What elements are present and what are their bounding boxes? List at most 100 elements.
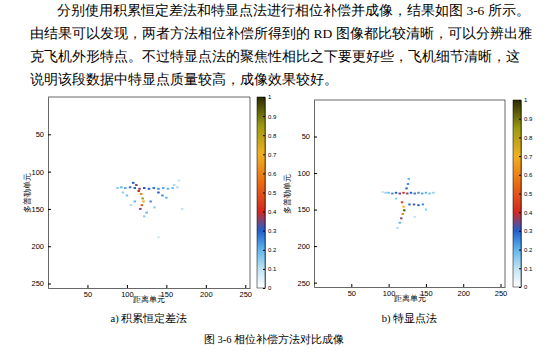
figure-caption: 图 3-6 相位补偿方法对比成像 — [204, 333, 344, 345]
tick-label: 100 — [297, 169, 310, 178]
cell — [421, 193, 423, 195]
tick-mark — [245, 285, 246, 288]
tick-label: 150 — [297, 205, 310, 214]
cell — [400, 217, 402, 219]
cell — [148, 188, 151, 190]
tick-mark — [519, 212, 521, 213]
tick: 0.1 — [519, 266, 533, 272]
paragraph-line: 说明该段数据中特显点质量较高，成像效果较好。 — [30, 72, 338, 87]
tick-mark — [263, 288, 265, 289]
tick-label: 0.1 — [268, 266, 277, 272]
cell — [140, 193, 143, 195]
x-axis-title: 距离单元 — [133, 295, 165, 304]
tick-label: 0.6 — [268, 171, 277, 177]
tick-mark — [263, 173, 265, 174]
cell — [129, 186, 132, 188]
tick-mark — [263, 193, 265, 194]
tick-mark — [314, 210, 317, 211]
cell — [141, 197, 144, 199]
cell — [143, 215, 146, 217]
cell — [395, 192, 397, 194]
tick-mark — [127, 285, 128, 288]
page: 分别使用积累恒定差法和特显点法进行相位补偿并成像，结果如图 3-6 所示。由结果… — [0, 0, 548, 352]
tick-label: 0.9 — [524, 116, 533, 122]
tick: 0.7 — [519, 154, 533, 160]
tick-mark — [314, 173, 317, 174]
tick-label: 1 — [268, 94, 272, 100]
tick-label: 0.5 — [524, 191, 533, 197]
cell — [130, 204, 133, 206]
cell — [408, 178, 410, 180]
tick-label: 0.9 — [268, 114, 277, 120]
tick-label: 200 — [31, 242, 44, 251]
cells — [381, 178, 434, 229]
tick-label: 200 — [457, 289, 470, 298]
tick-mark — [519, 119, 521, 120]
cell — [149, 200, 152, 202]
tick: 250 — [240, 285, 253, 299]
cell — [425, 192, 427, 194]
tick-mark — [263, 116, 265, 117]
cell — [173, 184, 176, 186]
tick-mark — [519, 175, 521, 176]
cell — [152, 187, 155, 189]
colorbar — [257, 97, 265, 288]
frame — [48, 97, 250, 98]
colorbar — [513, 100, 521, 287]
tick: 1 — [263, 94, 272, 100]
axis-line — [265, 98, 266, 289]
tick-mark — [314, 137, 317, 138]
chart: 5010015020025050100150200250距离单元多普勒单元b) … — [283, 97, 533, 325]
cell — [425, 209, 427, 211]
tick-label: 0.5 — [268, 190, 277, 196]
tick: 50 — [84, 285, 92, 299]
cell — [161, 195, 164, 197]
cells — [116, 180, 183, 239]
cell — [139, 208, 142, 210]
cell — [410, 192, 412, 194]
tick-label: 0.4 — [524, 210, 533, 216]
cell — [417, 204, 419, 206]
cell — [145, 212, 148, 214]
tick-label: 0.2 — [268, 247, 277, 253]
cell — [143, 187, 146, 189]
tick-mark — [263, 135, 265, 136]
cell — [157, 188, 160, 190]
tick: 100 — [297, 169, 317, 178]
tick-label: 0.3 — [268, 228, 277, 234]
tick-label: 0 — [268, 285, 272, 291]
tick: 0.9 — [519, 116, 533, 122]
tick-label: 0.8 — [524, 135, 533, 141]
cell — [165, 197, 168, 199]
tick-label: 100 — [121, 290, 134, 299]
tick-label: 150 — [31, 205, 44, 214]
cell — [157, 192, 160, 194]
tick: 0.3 — [519, 228, 533, 234]
y-axis-title: 多普勒单元 — [283, 174, 292, 214]
tick: 0 — [263, 285, 272, 291]
cell — [384, 192, 386, 194]
tick-mark — [263, 250, 265, 251]
tick: 250 — [297, 279, 317, 288]
tick-label: 100 — [31, 168, 44, 177]
cell — [387, 192, 389, 194]
paragraph-line: 分别使用积累恒定差法和特显点法进行相位补偿并成像，结果如图 3-6 所示。 — [57, 3, 530, 18]
cell — [178, 180, 181, 182]
cell — [167, 188, 170, 190]
tick-label: 50 — [348, 289, 356, 298]
cell — [402, 213, 404, 215]
tick-mark — [519, 100, 521, 101]
tick: 0.8 — [519, 135, 533, 141]
tick-label: 0 — [524, 284, 528, 290]
y-axis-title: 多普勒单元 — [23, 173, 32, 213]
tick: 200 — [200, 285, 213, 299]
tick-label: 0.3 — [524, 228, 533, 234]
cell — [132, 182, 135, 184]
tick-label: 250 — [240, 290, 253, 299]
tick-mark — [263, 231, 265, 232]
paragraph-line: 由结果可以发现，两者方法相位补偿所得到的 RD 图像都比较清晰，可以分辨出雅 — [30, 26, 532, 41]
cell — [122, 192, 125, 194]
tick: 50 — [302, 132, 317, 141]
axis-line — [314, 101, 315, 288]
cell — [399, 193, 401, 195]
